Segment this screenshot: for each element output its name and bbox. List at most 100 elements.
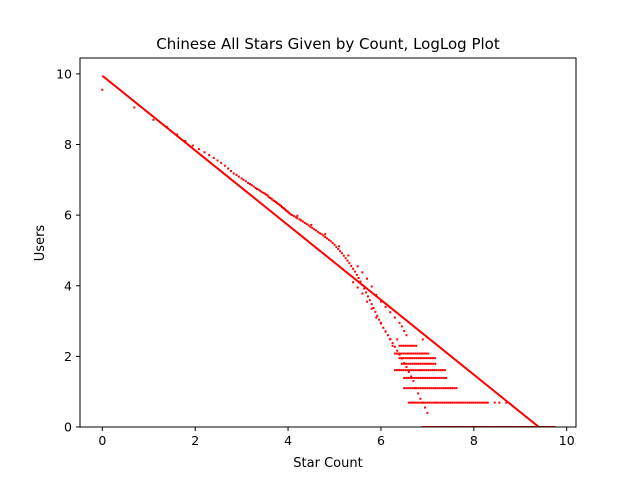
data-point xyxy=(426,387,429,390)
data-point xyxy=(355,273,358,276)
data-point xyxy=(405,376,408,379)
data-point xyxy=(425,362,428,365)
data-point xyxy=(415,376,418,379)
data-point xyxy=(447,401,450,404)
data-point xyxy=(353,270,356,273)
data-point xyxy=(434,357,437,360)
data-point xyxy=(411,376,414,379)
data-point xyxy=(425,369,428,372)
data-point xyxy=(423,362,426,365)
data-point xyxy=(414,369,417,372)
y-tick-label: 0 xyxy=(64,420,72,435)
data-point xyxy=(415,362,418,365)
data-point xyxy=(324,233,327,236)
data-point xyxy=(288,212,291,215)
data-point xyxy=(411,362,414,365)
data-point xyxy=(449,401,452,404)
data-point xyxy=(414,401,417,404)
data-point xyxy=(384,305,387,308)
data-point xyxy=(430,387,433,390)
data-point xyxy=(406,357,409,360)
data-point xyxy=(309,225,312,228)
data-point xyxy=(361,284,364,287)
data-point xyxy=(474,401,477,404)
data-point xyxy=(405,365,408,368)
data-point xyxy=(311,226,314,229)
data-point xyxy=(417,376,420,379)
data-point xyxy=(409,362,412,365)
data-point xyxy=(366,295,369,298)
data-point xyxy=(255,188,258,190)
data-point xyxy=(442,376,445,379)
data-point xyxy=(427,352,430,355)
axes-frame xyxy=(79,57,577,428)
data-point xyxy=(418,369,421,372)
data-point xyxy=(262,191,265,194)
data-point xyxy=(439,401,442,404)
data-point xyxy=(402,352,405,355)
data-point xyxy=(420,401,423,404)
x-tick-label: 8 xyxy=(470,433,478,448)
data-point xyxy=(417,392,420,395)
data-point xyxy=(409,401,412,404)
data-point xyxy=(313,228,316,231)
data-point xyxy=(442,387,445,390)
data-point xyxy=(366,300,369,303)
data-point xyxy=(421,357,424,360)
data-point xyxy=(449,387,452,390)
data-point xyxy=(424,376,427,379)
data-point xyxy=(378,318,381,321)
data-point xyxy=(244,180,247,183)
data-point xyxy=(404,352,407,355)
data-point xyxy=(403,376,406,379)
data-point xyxy=(476,401,479,404)
data-point xyxy=(432,401,435,404)
y-tick-label: 4 xyxy=(64,278,72,293)
y-tick-label: 2 xyxy=(64,349,72,364)
data-point xyxy=(229,170,232,172)
data-point xyxy=(419,357,422,360)
data-point xyxy=(310,224,313,227)
data-point xyxy=(376,314,379,317)
data-point xyxy=(294,216,297,219)
data-point xyxy=(483,401,486,404)
data-point xyxy=(400,352,403,355)
data-point xyxy=(407,362,410,365)
data-point xyxy=(432,362,435,365)
x-tick-label: 0 xyxy=(98,433,106,448)
data-point xyxy=(424,401,427,404)
data-point xyxy=(427,357,430,360)
data-point xyxy=(437,401,440,404)
data-point xyxy=(406,344,409,347)
data-point xyxy=(408,357,411,360)
data-point xyxy=(372,307,375,309)
data-point xyxy=(389,338,392,341)
data-point xyxy=(395,369,398,372)
data-point xyxy=(421,369,424,372)
data-point xyxy=(212,156,215,159)
x-axis: 0 2 4 6 8 10 xyxy=(98,427,575,448)
data-point xyxy=(428,362,431,365)
data-point xyxy=(427,369,430,372)
data-point xyxy=(268,196,271,199)
data-point xyxy=(366,277,369,280)
data-point xyxy=(407,401,410,404)
data-point xyxy=(101,88,104,91)
y-tick-label: 8 xyxy=(64,137,72,152)
data-point xyxy=(412,380,415,383)
fit-line xyxy=(101,74,540,427)
data-point xyxy=(393,369,396,372)
data-point xyxy=(342,254,345,257)
data-point xyxy=(329,240,332,243)
data-point xyxy=(348,262,351,265)
data-point xyxy=(415,357,418,360)
data-point xyxy=(485,401,488,404)
data-point xyxy=(283,208,286,211)
data-point xyxy=(208,154,211,157)
y-axis: 0 2 4 6 8 10 xyxy=(56,66,80,435)
data-point xyxy=(165,125,168,128)
data-point xyxy=(191,144,194,147)
data-point xyxy=(455,401,458,404)
